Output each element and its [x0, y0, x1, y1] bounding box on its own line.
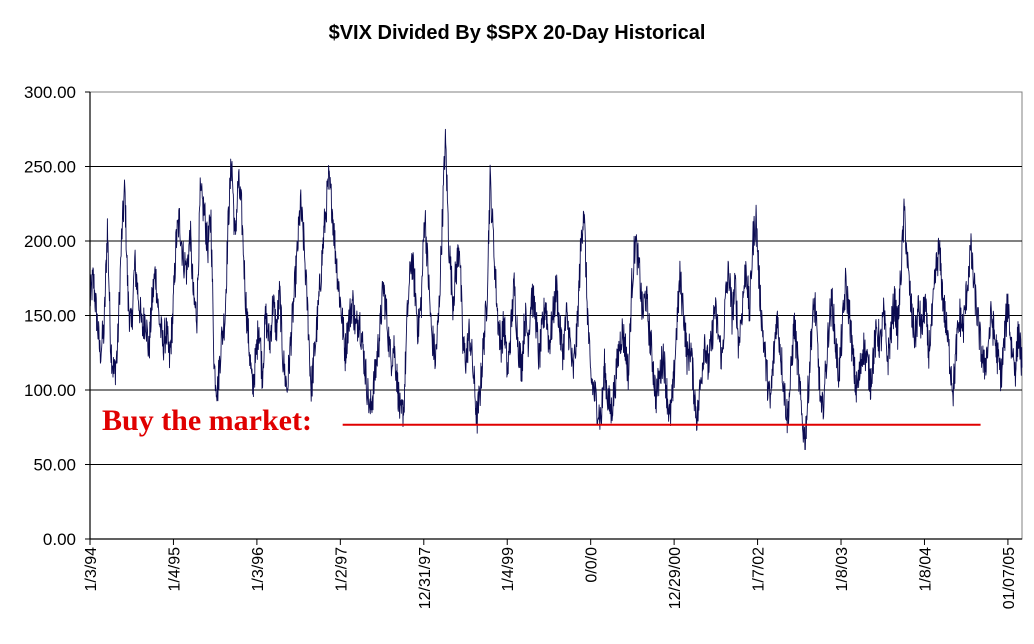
xtick-label: 1/8/03 [834, 547, 851, 592]
xtick-label: 1/7/02 [751, 547, 768, 592]
series-line [89, 128, 1023, 451]
xtick-label: 1/3/94 [83, 547, 100, 592]
xtick-label: 1/4/95 [166, 547, 183, 592]
ytick-label: 250.00 [24, 158, 76, 177]
ytick-label: 200.00 [24, 232, 76, 251]
annotation-text: Buy the market: [102, 404, 312, 437]
ytick-label: 0.00 [43, 530, 76, 549]
xtick-label: 01/07/05 [1001, 547, 1018, 609]
axes-layer: 0.00 50.00 100.00 150.00 200.00 250.00 300.00 1… [24, 83, 1022, 609]
annotation-layer: Buy the market: [102, 404, 981, 437]
grid-layer [89, 91, 1023, 540]
chart-title: $VIX Divided By $SPX 20-Day Historical [328, 22, 706, 44]
xtick-label: 1/8/04 [917, 547, 934, 592]
series-layer [89, 128, 1023, 451]
xtick-label: 0/0/0 [584, 547, 601, 583]
ytick-label: 150.00 [24, 307, 76, 326]
ytick-label: 300.00 [24, 83, 76, 102]
xtick-label: 1/4/99 [500, 547, 517, 592]
ytick-label: 50.00 [33, 456, 76, 475]
xtick-label: 12/31/97 [417, 547, 434, 609]
xtick-label: 1/3/96 [250, 547, 267, 592]
xtick-label: 12/29/00 [667, 547, 684, 609]
ytick-label: 100.00 [24, 381, 76, 400]
xtick-label: 1/2/97 [333, 547, 350, 592]
